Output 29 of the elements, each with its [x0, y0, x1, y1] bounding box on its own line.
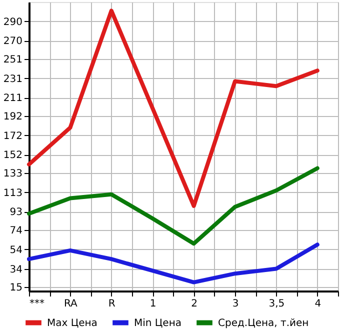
- legend-label: Min Цена: [134, 318, 182, 329]
- y-tick-label: 172: [3, 130, 22, 142]
- line-series: [27, 8, 320, 208]
- x-tick-label: 3: [232, 298, 239, 310]
- y-tick-label: 270: [3, 36, 22, 48]
- line-series: [27, 166, 320, 246]
- legend-label: Сред.Цена, т.йен: [218, 318, 309, 329]
- x-tick-label: 2: [191, 298, 198, 310]
- y-tick-label: 93: [10, 207, 22, 218]
- y-tick-label: 251: [3, 54, 22, 66]
- x-tick-label: R: [108, 298, 116, 310]
- x-tick-label: 1: [150, 298, 156, 310]
- x-tick-label: 3,5: [268, 298, 285, 310]
- y-tick-label: 54: [10, 244, 22, 256]
- x-tick-label: 4: [314, 298, 322, 310]
- line-series: [27, 242, 320, 284]
- legend-label: Max Цена: [47, 318, 98, 329]
- x-tick-label: ***: [30, 298, 44, 310]
- y-tick-label: 34: [10, 264, 22, 276]
- y-tick-label: 290: [3, 16, 22, 28]
- x-tick-label: RA: [64, 298, 78, 310]
- y-tick-label: 113: [3, 188, 22, 199]
- y-tick-label: 211: [3, 93, 22, 104]
- y-tick-label: 152: [3, 150, 22, 162]
- y-tick-label: 15: [10, 282, 22, 294]
- y-tick-label: 192: [3, 112, 22, 123]
- y-tick-label: 231: [3, 74, 22, 85]
- y-tick-label: 133: [3, 168, 22, 180]
- y-tick-label: 74: [10, 226, 22, 237]
